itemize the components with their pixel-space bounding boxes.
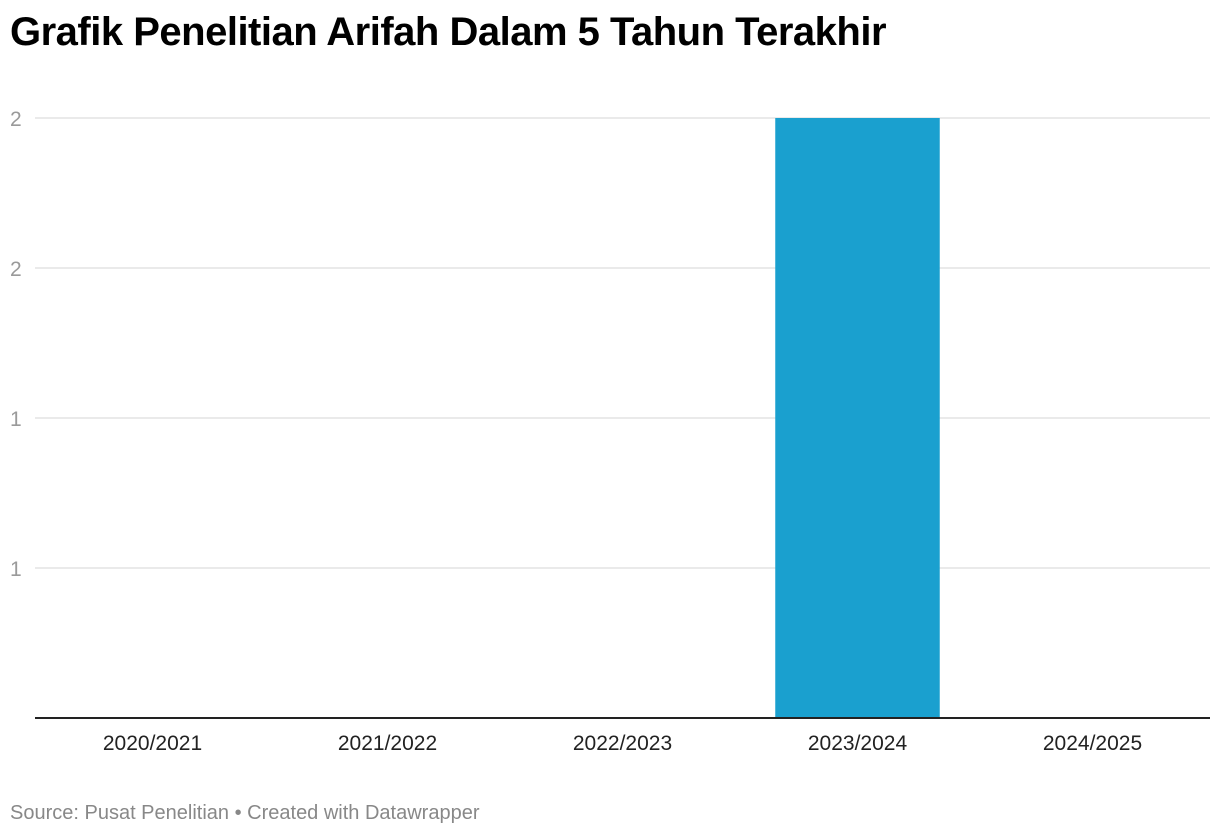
x-tick-label: 2024/2025: [1043, 732, 1142, 755]
bar: [775, 118, 940, 718]
gridlines: [35, 117, 1210, 569]
x-axis-ticks: 2020/2021 2021/2022 2022/2023 2023/2024 2024…: [103, 732, 1142, 755]
x-tick-label: 2021/2022: [338, 732, 437, 755]
credit-note: Created with Datawrapper: [247, 802, 480, 824]
y-tick-label: 2: [10, 258, 22, 281]
x-tick-label: 2023/2024: [808, 732, 908, 755]
chart-footer: Source: Pusat Penelitian • Created with …: [10, 802, 480, 825]
footer-separator: •: [229, 802, 248, 824]
y-tick-label: 1: [10, 558, 22, 581]
source-note: Source: Pusat Penelitian: [10, 802, 230, 824]
chart-title: Grafik Penelitian Arifah Dalam 5 Tahun T…: [10, 10, 887, 54]
y-tick-label: 2: [10, 108, 22, 131]
x-tick-label: 2020/2021: [103, 732, 202, 755]
x-tick-label: 2022/2023: [573, 732, 672, 755]
bars: [775, 118, 940, 718]
y-tick-label: 1: [10, 408, 22, 431]
y-axis-ticks: 1 1 2 2: [10, 108, 22, 581]
